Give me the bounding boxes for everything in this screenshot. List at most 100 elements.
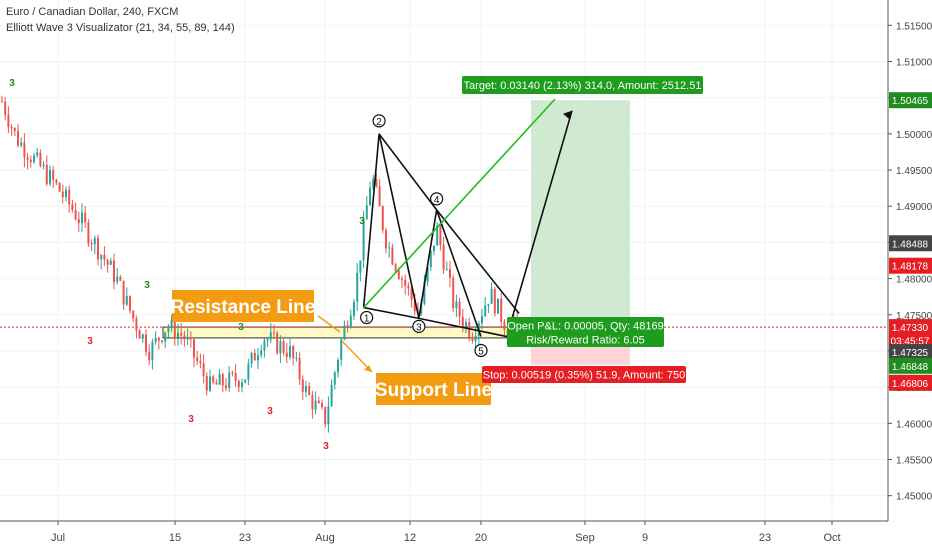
support-line-label: Support Line [375, 380, 492, 401]
target-zone [531, 100, 630, 328]
candle-body [154, 337, 157, 343]
candle-body [442, 244, 445, 270]
candle-body [55, 180, 58, 183]
candle-body [471, 337, 474, 342]
candle-body [241, 382, 243, 388]
time-tick-label: Aug [315, 532, 335, 544]
wave3-marker: 3 [144, 280, 150, 291]
wave-segment [435, 209, 482, 337]
candle-body [109, 260, 112, 265]
price-tick-label: 1.45500 [896, 455, 932, 466]
candle-body [250, 352, 253, 364]
candle-body [381, 206, 384, 231]
candle-body [343, 325, 346, 340]
price-badge [889, 92, 932, 109]
price-tick-label: 1.46000 [896, 419, 932, 430]
symbol-title: Euro / Canadian Dollar, 240, FXCM [6, 6, 179, 18]
candle-body [228, 372, 231, 388]
candle-body [180, 332, 183, 336]
wave3-marker: 3 [188, 414, 194, 425]
candle-body [321, 402, 323, 407]
candle-body [273, 332, 275, 334]
candle-body [413, 299, 416, 312]
candle-body [4, 101, 7, 116]
candle-body [151, 342, 154, 361]
candle-body [308, 386, 311, 395]
price-badge [889, 344, 932, 361]
price-badge-label: 1.46848 [892, 362, 929, 373]
candle-body [193, 339, 195, 358]
candle-body [391, 247, 394, 265]
candle-body [106, 259, 109, 265]
time-tick-label: Oct [823, 532, 840, 544]
time-tick-label: 23 [239, 532, 251, 544]
target-projection-line [363, 98, 556, 309]
wave-base-line-2 [418, 317, 522, 341]
candle-body [77, 219, 80, 224]
candle-body [401, 278, 403, 280]
candle-body [394, 264, 397, 271]
candle-body [71, 204, 74, 210]
wave-circle-3 [412, 319, 426, 333]
stop-info-box [482, 366, 686, 383]
candle-body [484, 305, 487, 317]
candle-body [279, 341, 282, 354]
candle-body [385, 230, 387, 249]
breakout-arrow [511, 110, 573, 319]
price-badge-label: 03:45:57 [891, 336, 930, 347]
time-tick-label: Sep [575, 532, 595, 544]
price-badge-label: 1.46806 [892, 379, 929, 390]
candle-body [141, 334, 144, 339]
candle-body [276, 332, 279, 354]
time-tick-label: 23 [759, 532, 771, 544]
candle-body [314, 400, 317, 410]
candle-body [138, 330, 141, 339]
candle-body [353, 301, 355, 316]
candle-body [346, 325, 349, 328]
wave-base-line-1 [363, 306, 420, 320]
candle-body [263, 340, 266, 351]
resistance-arrow [317, 315, 341, 333]
candle-body [410, 288, 413, 300]
support-line-label-box [376, 373, 491, 405]
open-pnl-info: Open P&L: 0.00005, Qty: 48169 [507, 321, 664, 333]
candle-body [231, 372, 234, 374]
candle-body [333, 372, 336, 385]
candle-body [468, 322, 471, 338]
candle-body [301, 379, 304, 392]
pattern-lines [317, 98, 573, 373]
candle-body [237, 380, 240, 388]
candle-body [324, 406, 327, 425]
time-tick-label: Jul [51, 532, 65, 544]
candle-body [161, 340, 163, 342]
candle-body [209, 376, 211, 391]
support-arrow-head [364, 365, 372, 372]
candle-body [497, 298, 499, 314]
candle-body [218, 374, 221, 385]
candle-body [356, 272, 359, 302]
candle-body [247, 363, 250, 380]
wave-segment [378, 133, 420, 319]
price-badge-label: 1.48178 [892, 262, 929, 273]
wave-segment [362, 133, 380, 308]
candle-body [52, 170, 55, 181]
time-tick-label: 20 [475, 532, 487, 544]
wave-label-2: 2 [376, 117, 382, 128]
target-info-box [462, 76, 703, 94]
candle-body [481, 316, 483, 324]
candle-body [388, 247, 391, 249]
open-pnl-info-box [507, 317, 664, 334]
candle-body [490, 288, 493, 304]
arrow-head [563, 110, 572, 120]
price-badge [889, 235, 932, 252]
grid [0, 0, 888, 521]
candle-body [289, 346, 291, 357]
candle-body [225, 385, 227, 388]
candle-body [125, 295, 128, 305]
candle-body [39, 152, 42, 166]
candle-body [282, 341, 285, 353]
candle-body [362, 219, 365, 261]
candle-body [1, 101, 3, 103]
